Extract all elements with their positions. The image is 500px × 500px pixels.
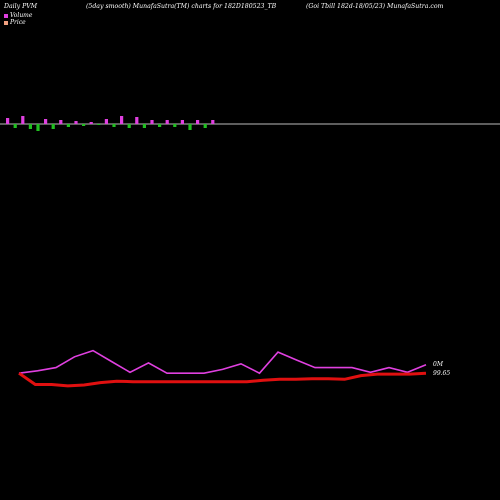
legend-price: Price [4,19,26,26]
volume-bar [82,124,86,126]
volume-bar [135,117,139,124]
volume-bar [59,120,63,124]
volume-bar [89,122,93,124]
volume-bar [180,120,184,124]
volume-bar [150,120,154,124]
volume-bar [6,118,10,124]
volume-bar [188,124,192,130]
end-label-volume: 0M [433,361,444,368]
volume-bar [112,124,116,127]
volume-bar [36,124,40,131]
volume-bar [44,119,48,124]
volume-bar [158,124,162,127]
volume-bar [142,124,146,128]
volume-bar [74,121,78,124]
volume-bar [203,124,207,128]
volume-bar [127,124,131,128]
volume-bar [104,119,108,124]
volume-bar [28,124,32,129]
chart-header-left: Daily PVM [4,3,38,10]
legend-volume-swatch [4,13,8,18]
volume-bar [120,116,124,124]
volume-bar [66,124,70,127]
volume-bar [211,120,215,124]
volume-bar [173,124,177,127]
legend-volume: Volume [4,12,32,19]
chart-header-right: (Goi Tbill 182d-18/05/23) MunafaSutra.co… [306,3,444,10]
legend-volume-label: Volume [10,12,33,19]
pvm-line [18,349,427,375]
volume-bar [51,124,55,129]
volume-bars [6,116,215,131]
price-line [18,371,427,388]
legend-price-swatch [4,20,8,25]
volume-bar [21,116,25,124]
end-label-price: 99.65 [433,370,450,377]
volume-bar [97,124,101,125]
volume-bar [13,124,17,128]
volume-bar [165,120,169,124]
legend-price-label: Price [10,19,26,26]
volume-bar [196,120,200,124]
chart-header-title: (5day smooth) MunafaSutra(TM) charts for… [86,3,277,10]
